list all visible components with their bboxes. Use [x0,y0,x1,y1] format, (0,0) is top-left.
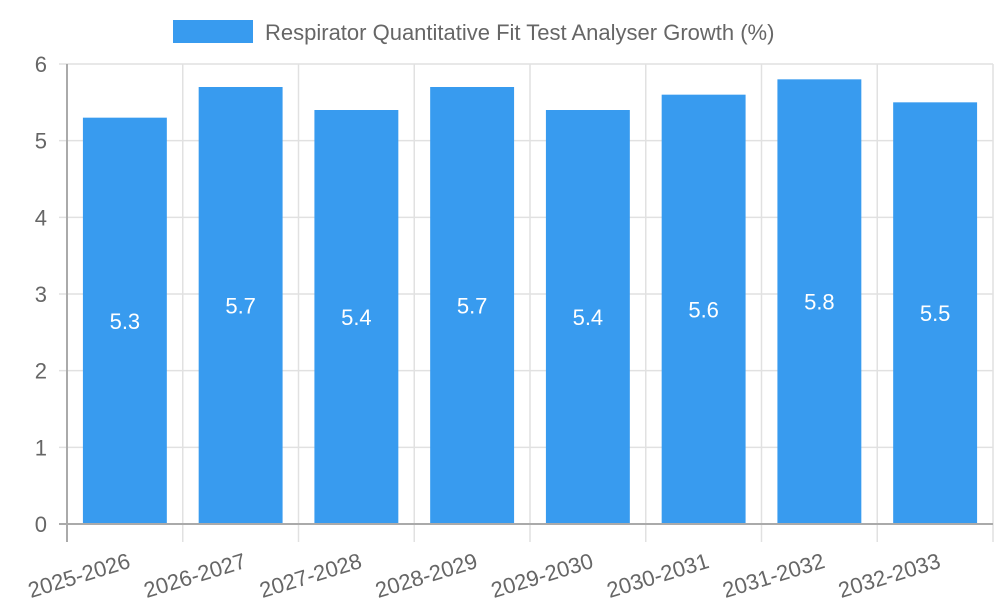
axes [59,64,993,542]
bar[interactable] [777,79,862,524]
y-tick-label: 3 [35,282,47,307]
bar-value-label: 5.4 [341,305,372,330]
y-tick-label: 4 [35,205,47,230]
bar-value-label: 5.7 [225,294,256,319]
y-axis-ticks: 0 1 2 3 4 5 6 [35,52,47,537]
y-tick-label: 2 [35,359,47,384]
x-tick-label: 2027-2028 [257,548,365,600]
legend[interactable]: Respirator Quantitative Fit Test Analyse… [173,20,774,45]
bar-value-label: 5.6 [688,297,719,322]
bar-value-label: 5.7 [457,294,488,319]
y-tick-label: 0 [35,512,47,537]
x-tick-label: 2025-2026 [25,548,133,600]
x-tick-label: 2029-2030 [488,548,596,600]
x-axis-ticks: 2025-2026 2026-2027 2027-2028 2028-2029 2029… [25,548,943,600]
y-tick-label: 5 [35,129,47,154]
x-tick-label: 2026-2027 [141,548,249,600]
x-tick-label: 2032-2033 [835,548,943,600]
bar[interactable] [198,87,283,524]
bar-value-label: 5.4 [573,305,604,330]
x-tick-label: 2030-2031 [604,548,712,600]
bar[interactable] [314,110,399,524]
bar[interactable] [82,117,167,525]
legend-swatch[interactable] [173,20,253,43]
x-tick-label: 2031-2032 [720,548,828,600]
bars: 5.3 5.7 5.4 5.7 5.4 5.6 5.8 5.5 [82,79,978,525]
bar-value-label: 5.8 [804,290,835,315]
y-tick-label: 1 [35,435,47,460]
x-tick-label: 2028-2029 [372,548,480,600]
bar[interactable] [430,87,515,524]
bar[interactable] [893,102,978,524]
bar-value-label: 5.3 [110,309,141,334]
legend-label[interactable]: Respirator Quantitative Fit Test Analyse… [265,20,774,45]
bar[interactable] [545,110,630,524]
y-tick-label: 6 [35,52,47,77]
bar-value-label: 5.5 [920,301,951,326]
bar[interactable] [661,94,746,525]
